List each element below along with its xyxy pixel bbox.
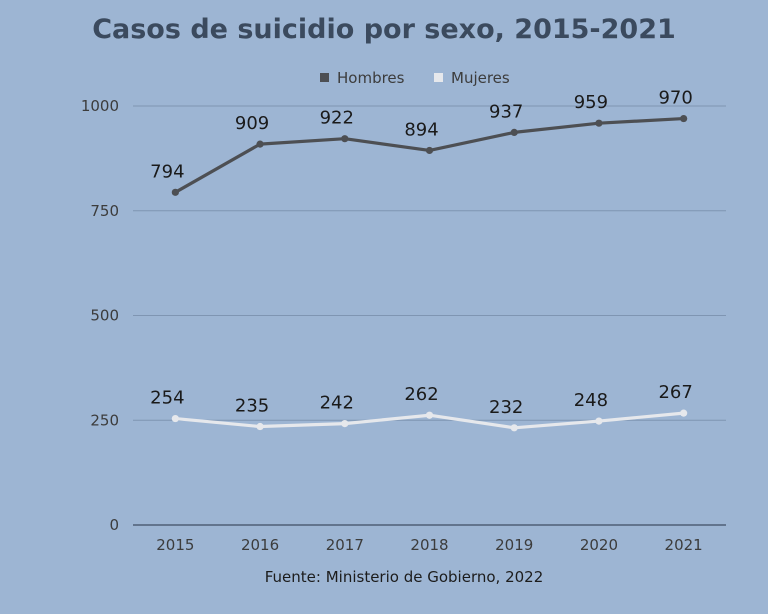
- data-label: 267: [658, 382, 692, 403]
- data-point: [171, 188, 179, 196]
- data-point: [341, 135, 349, 143]
- y-axis: 0 250 500 750 1000: [81, 97, 119, 534]
- data-label: 909: [235, 113, 269, 134]
- y-tick-label: 750: [90, 202, 119, 220]
- x-axis: 2015 2016 2017 2018 2019 2020 2021: [133, 524, 726, 554]
- data-point: [425, 146, 434, 155]
- x-tick-label: 2015: [156, 536, 194, 554]
- legend-swatch: [320, 73, 329, 82]
- data-point: [510, 128, 518, 136]
- gridlines: [133, 105, 726, 421]
- y-tick-label: 0: [109, 516, 119, 534]
- data-label: 232: [489, 397, 523, 418]
- data-label: 254: [150, 388, 184, 409]
- y-tick-label: 500: [90, 307, 119, 325]
- x-tick-label: 2021: [665, 536, 703, 554]
- x-tick-label: 2019: [495, 536, 533, 554]
- data-label: 937: [489, 101, 523, 122]
- data-point: [595, 119, 603, 127]
- chart-source: Fuente: Ministerio de Gobierno, 2022: [264, 568, 544, 586]
- data-point: [341, 420, 349, 428]
- data-label: 959: [574, 92, 608, 113]
- data-label: 248: [574, 390, 608, 411]
- legend-label: Hombres: [337, 69, 405, 87]
- y-tick-label: 1000: [81, 97, 119, 115]
- data-point: [256, 140, 264, 148]
- data-label: 922: [320, 108, 354, 129]
- chart-title: Casos de suicidio por sexo, 2015-2021: [92, 14, 676, 45]
- series-1: 254 235 242 262 232 248 267: [150, 382, 693, 432]
- data-point: [680, 409, 688, 417]
- series-0: 794 909 922 894 937 959 970: [150, 88, 693, 196]
- data-point: [425, 411, 434, 419]
- x-tick-label: 2020: [580, 536, 618, 554]
- data-label: 794: [150, 161, 184, 182]
- legend-label: Mujeres: [451, 69, 510, 87]
- x-tick-label: 2018: [410, 536, 448, 554]
- legend-swatch: [434, 73, 443, 82]
- data-point: [510, 424, 518, 432]
- data-label: 970: [658, 88, 692, 109]
- x-tick-label: 2016: [241, 536, 279, 554]
- data-label: 262: [404, 384, 438, 405]
- x-tick-label: 2017: [326, 536, 364, 554]
- data-label: 242: [320, 393, 354, 414]
- data-point: [171, 414, 179, 423]
- data-label: 235: [235, 396, 269, 417]
- y-tick-label: 250: [90, 411, 119, 429]
- data-point: [256, 422, 264, 431]
- data-label: 894: [404, 119, 438, 140]
- data-point: [595, 417, 603, 425]
- data-point: [680, 114, 688, 123]
- legend: Hombres Mujeres: [320, 69, 510, 87]
